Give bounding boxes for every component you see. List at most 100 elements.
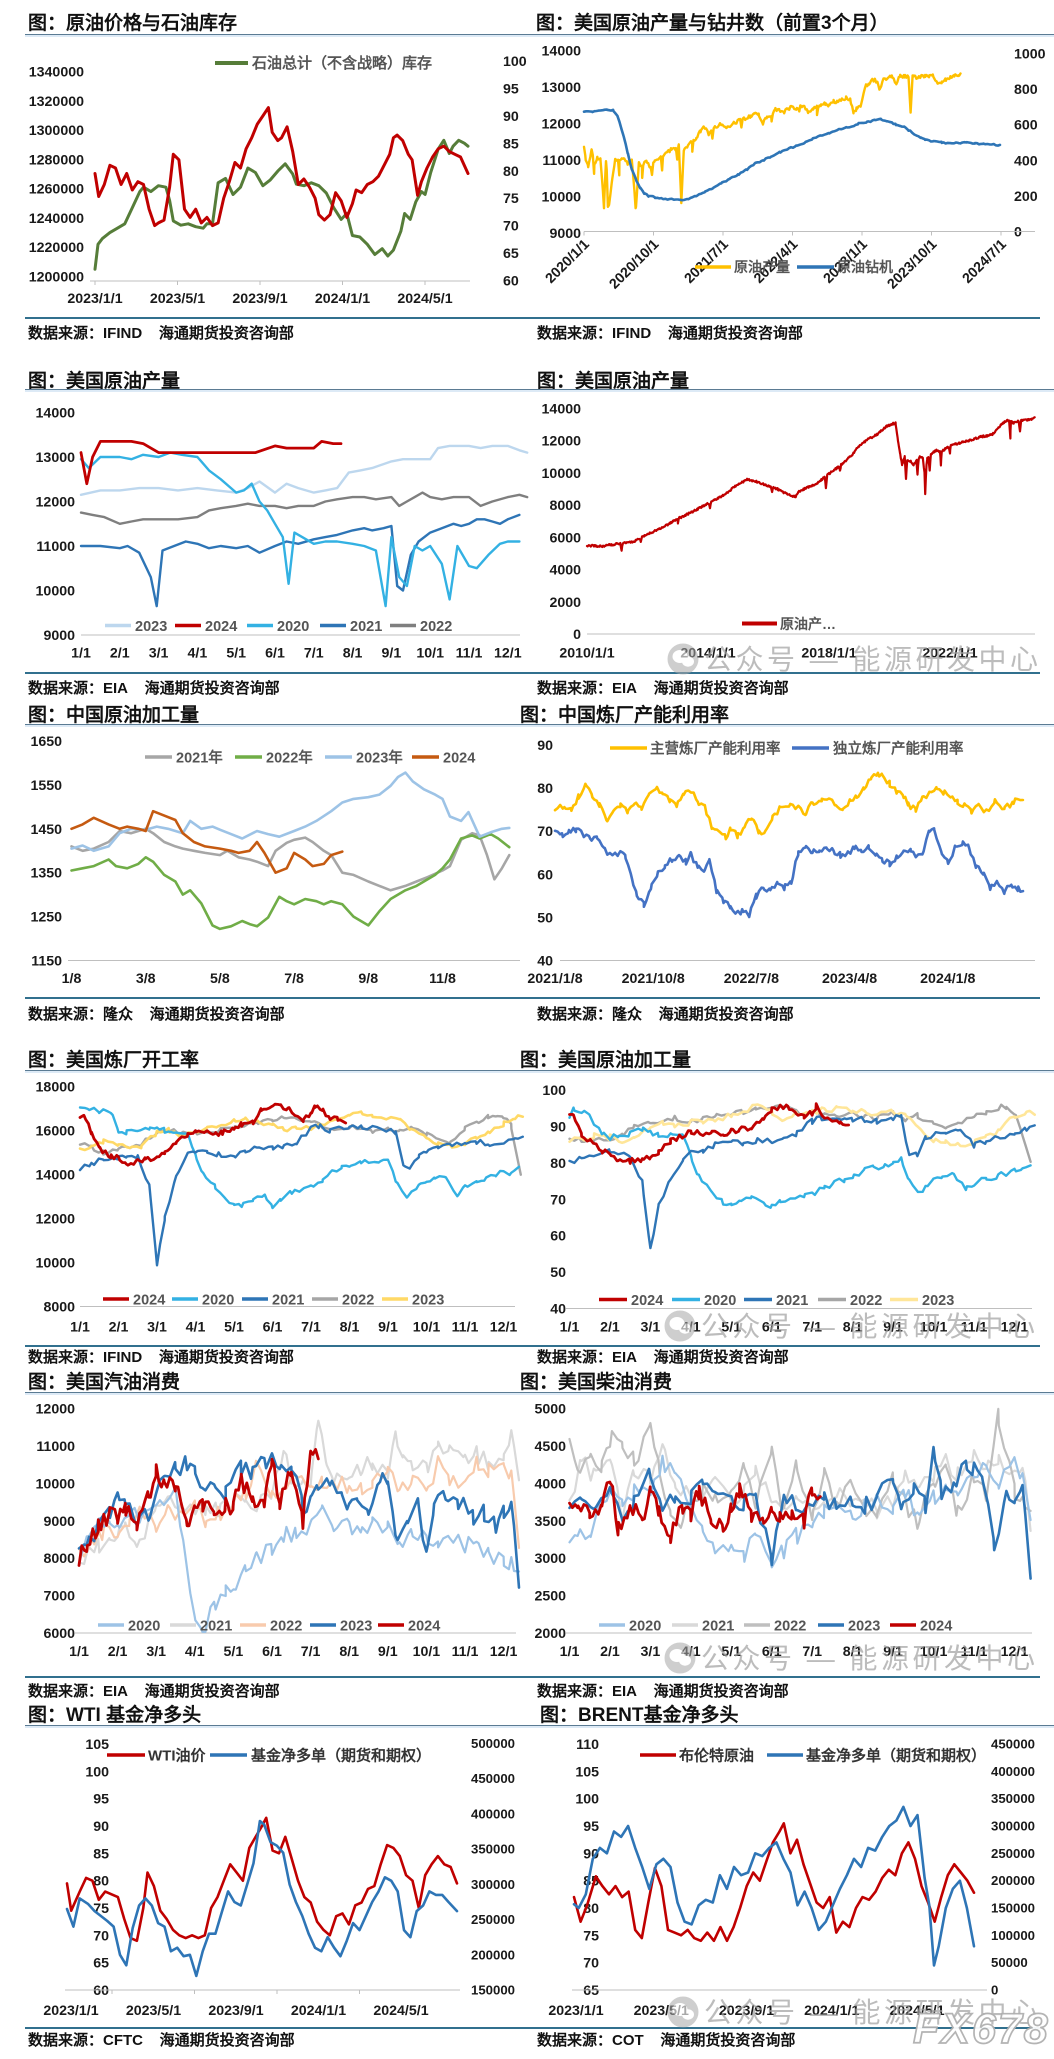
- svg-text:65: 65: [583, 1983, 599, 1999]
- svg-text:3/1: 3/1: [149, 646, 169, 662]
- svg-text:基金净多单（期货和期权）: 基金净多单（期货和期权）: [250, 1747, 431, 1765]
- svg-text:2/1: 2/1: [108, 1644, 128, 1660]
- svg-text:105: 105: [575, 1764, 599, 1780]
- svg-text:7/1: 7/1: [301, 1320, 321, 1336]
- svg-text:65: 65: [503, 246, 519, 262]
- svg-text:400000: 400000: [471, 1806, 515, 1821]
- svg-text:10/1: 10/1: [416, 646, 444, 662]
- svg-text:8/1: 8/1: [343, 646, 363, 662]
- svg-text:5/1: 5/1: [226, 646, 246, 662]
- svg-text:2023: 2023: [848, 1619, 880, 1635]
- svg-text:1350: 1350: [30, 866, 62, 882]
- svg-text:6/1: 6/1: [265, 646, 285, 662]
- svg-text:2021年: 2021年: [176, 749, 223, 767]
- svg-text:75: 75: [503, 191, 519, 207]
- svg-text:7/1: 7/1: [802, 1320, 822, 1336]
- svg-text:100: 100: [503, 54, 527, 70]
- svg-text:WTI油价: WTI油价: [148, 1747, 206, 1765]
- svg-text:100000: 100000: [991, 1928, 1035, 1943]
- svg-text:2000: 2000: [549, 595, 581, 611]
- svg-text:FX678: FX678: [913, 2005, 1050, 2053]
- svg-text:2023/9/1: 2023/9/1: [232, 291, 287, 307]
- svg-text:14000: 14000: [542, 44, 582, 60]
- svg-text:1/1: 1/1: [71, 646, 91, 662]
- svg-text:300000: 300000: [471, 1877, 515, 1892]
- svg-text:95: 95: [583, 1819, 599, 1835]
- svg-text:2020: 2020: [277, 619, 309, 635]
- svg-text:18000: 18000: [36, 1080, 76, 1096]
- svg-text:14000: 14000: [36, 1168, 76, 1184]
- svg-text:2010/1/1: 2010/1/1: [559, 646, 614, 662]
- svg-text:1/1: 1/1: [560, 1320, 580, 1336]
- svg-text:3/1: 3/1: [641, 1320, 661, 1336]
- svg-text:80: 80: [537, 781, 553, 797]
- svg-text:90: 90: [537, 738, 553, 754]
- svg-text:2024/5/1: 2024/5/1: [397, 291, 452, 307]
- svg-text:85: 85: [503, 136, 519, 152]
- svg-text:12000: 12000: [36, 1402, 76, 1418]
- svg-text:90: 90: [583, 1846, 599, 1862]
- svg-text:1250: 1250: [30, 910, 62, 926]
- svg-text:5/8: 5/8: [210, 971, 230, 987]
- svg-text:200000: 200000: [991, 1873, 1035, 1888]
- svg-text:2024: 2024: [443, 751, 475, 767]
- svg-text:80: 80: [93, 1874, 109, 1890]
- svg-text:3/8: 3/8: [136, 971, 156, 987]
- svg-text:2023: 2023: [922, 1293, 954, 1309]
- svg-text:1300000: 1300000: [29, 123, 84, 139]
- svg-text:90: 90: [550, 1119, 566, 1135]
- svg-text:5/1: 5/1: [721, 1644, 741, 1660]
- svg-text:公众号 — 能源研发中心: 公众号 — 能源研发中心: [701, 1311, 1039, 1342]
- svg-text:原油钻机: 原油钻机: [837, 259, 893, 275]
- svg-text:90: 90: [93, 1819, 109, 1835]
- svg-text:1550: 1550: [30, 778, 62, 794]
- svg-text:1340000: 1340000: [29, 65, 84, 81]
- svg-text:9/1: 9/1: [883, 1320, 903, 1336]
- svg-text:1/1: 1/1: [70, 1320, 90, 1336]
- svg-text:布伦特原油: 布伦特原油: [679, 1747, 754, 1765]
- svg-text:2024: 2024: [920, 1619, 952, 1635]
- svg-text:14000: 14000: [36, 406, 76, 422]
- svg-text:2000: 2000: [534, 1626, 566, 1642]
- svg-text:2023/1/1: 2023/1/1: [43, 2003, 98, 2019]
- svg-text:10000: 10000: [542, 466, 582, 482]
- svg-text:90: 90: [503, 109, 519, 125]
- svg-text:65: 65: [93, 1956, 109, 1972]
- svg-text:16000: 16000: [36, 1124, 76, 1140]
- svg-text:2/1: 2/1: [110, 646, 130, 662]
- svg-text:9/1: 9/1: [378, 1644, 398, 1660]
- svg-text:2023: 2023: [135, 619, 167, 635]
- svg-text:7000: 7000: [43, 1589, 75, 1605]
- svg-text:40: 40: [537, 954, 553, 970]
- svg-text:公众号 — 能源研发中心: 公众号 — 能源研发中心: [701, 1643, 1039, 1674]
- svg-text:150000: 150000: [991, 1901, 1035, 1916]
- svg-text:800: 800: [1014, 82, 1038, 98]
- svg-text:13000: 13000: [36, 450, 76, 466]
- svg-text:14000: 14000: [542, 402, 582, 418]
- svg-text:2023/9/1: 2023/9/1: [208, 2003, 263, 2019]
- svg-text:80: 80: [550, 1156, 566, 1172]
- svg-text:2021: 2021: [702, 1619, 734, 1635]
- svg-text:3/1: 3/1: [641, 1644, 661, 1660]
- svg-text:6/1: 6/1: [263, 1320, 283, 1336]
- svg-text:3/1: 3/1: [147, 1320, 167, 1336]
- svg-text:公众号 — 能源研发中心: 公众号 — 能源研发中心: [704, 644, 1042, 675]
- svg-text:1240000: 1240000: [29, 211, 84, 227]
- svg-text:12/1: 12/1: [494, 646, 522, 662]
- svg-text:450000: 450000: [991, 1737, 1035, 1752]
- svg-text:4/1: 4/1: [188, 646, 208, 662]
- svg-text:2022: 2022: [420, 619, 452, 635]
- svg-text:2024: 2024: [631, 1293, 663, 1309]
- svg-text:70: 70: [93, 1928, 109, 1944]
- svg-text:500000: 500000: [471, 1736, 515, 1751]
- svg-text:300000: 300000: [991, 1819, 1035, 1834]
- svg-text:5/1: 5/1: [224, 1320, 244, 1336]
- svg-text:3500: 3500: [534, 1514, 566, 1530]
- svg-text:85: 85: [93, 1846, 109, 1862]
- svg-text:2023/5/1: 2023/5/1: [150, 291, 205, 307]
- svg-text:60: 60: [537, 867, 553, 883]
- svg-text:8/1: 8/1: [339, 1644, 359, 1660]
- svg-text:2021: 2021: [350, 619, 382, 635]
- svg-text:2022/1/1: 2022/1/1: [922, 646, 977, 662]
- svg-text:7/8: 7/8: [284, 971, 304, 987]
